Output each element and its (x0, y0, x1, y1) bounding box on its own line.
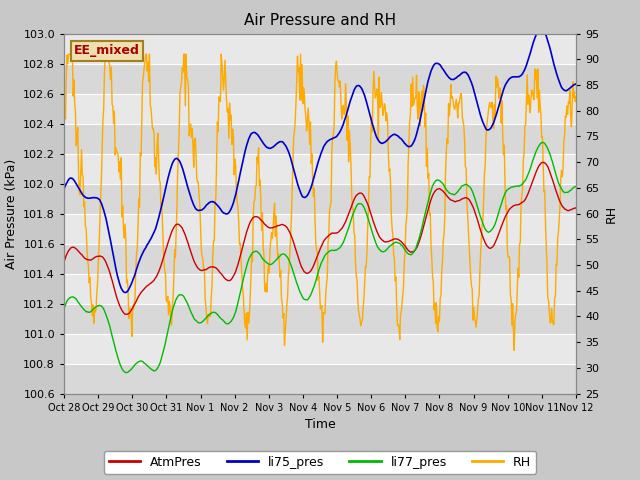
Bar (64, 123, 576, 154)
Bar (64, 183, 576, 214)
Text: EE_mixed: EE_mixed (74, 44, 140, 58)
X-axis label: Time: Time (305, 418, 335, 431)
Title: Air Pressure and RH: Air Pressure and RH (244, 13, 396, 28)
Bar (64, 303, 576, 334)
Bar (64, 244, 576, 274)
Legend: AtmPres, li75_pres, li77_pres, RH: AtmPres, li75_pres, li77_pres, RH (104, 451, 536, 474)
Y-axis label: Air Pressure (kPa): Air Pressure (kPa) (4, 158, 17, 269)
Bar (64, 363, 576, 394)
Bar (64, 64, 576, 94)
Y-axis label: RH: RH (605, 204, 618, 223)
